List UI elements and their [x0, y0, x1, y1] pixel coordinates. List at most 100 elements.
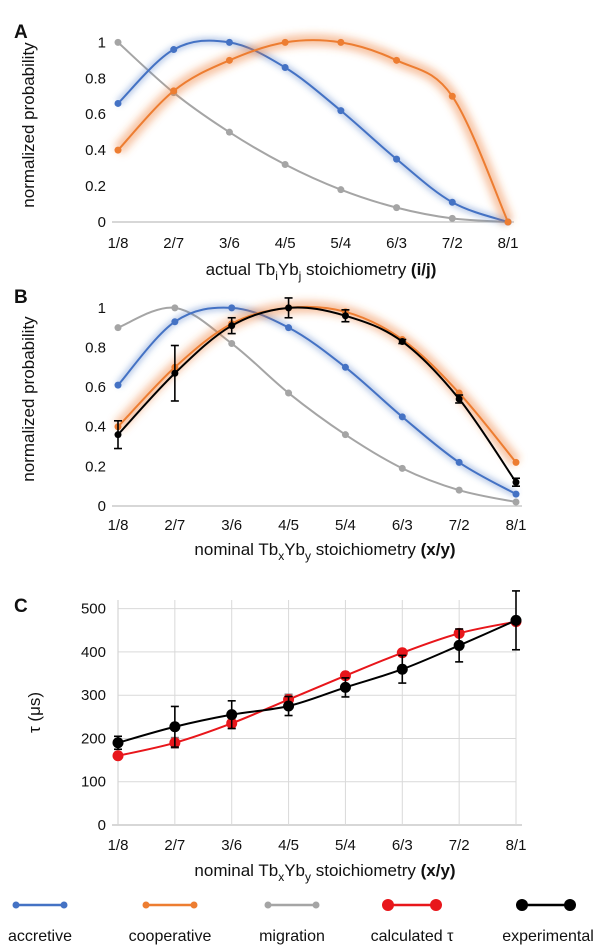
data-point — [512, 478, 520, 486]
series-line — [117, 306, 517, 504]
series-glow — [113, 300, 521, 467]
data-point — [171, 318, 179, 326]
x-tick-label: 4/5 — [275, 235, 296, 252]
x-axis-label-part: stoichiometry — [311, 861, 421, 880]
data-point — [448, 198, 456, 206]
legend-marker — [382, 899, 394, 911]
series-migration — [114, 304, 520, 506]
data-point — [510, 614, 522, 626]
legend-marker — [430, 899, 442, 911]
y-axis-label: τ (μs) — [25, 692, 44, 733]
series-accretive — [114, 37, 512, 226]
x-axis-label-part: nominal Tb — [194, 540, 278, 559]
series-cooperative — [113, 34, 514, 226]
x-tick-label: 8/1 — [506, 517, 527, 534]
y-tick-label: 0.4 — [85, 142, 106, 159]
series-glow — [115, 37, 510, 226]
x-tick-label: 7/2 — [449, 837, 470, 854]
data-point — [337, 107, 345, 115]
y-tick-label: 0.2 — [85, 458, 106, 475]
series-line — [117, 39, 509, 223]
y-tick-label: 1 — [98, 34, 106, 51]
y-tick-label: 400 — [81, 644, 106, 661]
series-line — [117, 306, 517, 483]
y-tick-label: 0.6 — [85, 106, 106, 123]
x-axis-label-part: nominal Tb — [194, 861, 278, 880]
data-point — [337, 186, 345, 194]
x-axis-label-part: stoichiometry — [301, 260, 411, 279]
data-point — [393, 155, 401, 163]
data-point — [226, 709, 238, 721]
x-axis-label-part: Yb — [284, 861, 305, 880]
y-tick-label: 0.2 — [85, 178, 106, 195]
x-axis-label-part: i — [275, 269, 278, 283]
legend-marker — [12, 901, 20, 909]
legend-label: accretive — [8, 928, 72, 945]
data-point — [170, 46, 178, 54]
data-point — [170, 87, 178, 95]
y-tick-label: 0 — [98, 214, 106, 231]
x-tick-label: 3/6 — [219, 235, 240, 252]
data-point — [337, 38, 345, 46]
panel-a-chart: A 0 0.2 0.4 0.6 0.8 1 1/8 2/7 3/6 4/5 5/4 6/3 7/2 8/1 n… — [14, 22, 518, 283]
data-point — [448, 214, 456, 222]
legend-marker — [142, 901, 150, 909]
series-experimental — [114, 297, 520, 487]
legend-marker — [312, 901, 320, 909]
data-point — [112, 750, 124, 762]
blue-line-marker-icon — [12, 901, 68, 909]
data-point — [285, 304, 293, 312]
x-axis-label-part: x — [278, 870, 284, 884]
x-axis-label-part: y — [305, 549, 311, 563]
legend-label: experimental — [502, 928, 594, 945]
legend-label: cooperative — [129, 928, 212, 945]
y-tick-label: 300 — [81, 687, 106, 704]
x-axis-label-part: (x/y) — [421, 540, 456, 559]
x-tick-label: 3/6 — [221, 517, 242, 534]
red-line-marker-icon — [382, 899, 442, 911]
x-axis-label-part: stoichiometry — [311, 540, 421, 559]
data-point — [453, 639, 465, 651]
series-accretive — [114, 304, 520, 498]
data-point — [225, 128, 233, 136]
x-tick-label: 6/3 — [386, 235, 407, 252]
y-axis-label: normalized probability — [19, 316, 38, 482]
x-axis-label-part: x — [278, 549, 284, 563]
x-tick-label: 7/2 — [442, 235, 463, 252]
x-tick-label: 5/4 — [335, 837, 356, 854]
y-tick-label: 0.4 — [85, 419, 106, 436]
x-tick-label: 6/3 — [392, 837, 413, 854]
x-tick-label: 1/8 — [108, 837, 129, 854]
data-point — [169, 721, 181, 733]
data-point — [114, 38, 122, 46]
legend-item-accretive: accretive — [8, 901, 72, 945]
legend-marker — [190, 901, 198, 909]
x-axis-label-part: y — [305, 870, 311, 884]
data-point — [512, 490, 520, 498]
x-tick-label: 2/7 — [164, 517, 185, 534]
data-point — [455, 458, 463, 466]
data-point — [114, 99, 122, 107]
data-point — [341, 312, 349, 320]
series-line — [117, 39, 509, 223]
y-tick-label: 200 — [81, 730, 106, 747]
y-tick-label: 0 — [98, 498, 106, 515]
series-experimental — [112, 590, 522, 751]
data-point — [393, 204, 401, 212]
data-point — [448, 92, 456, 100]
y-tick-label: 0.6 — [85, 379, 106, 396]
data-point — [339, 681, 351, 693]
data-point — [455, 486, 463, 494]
data-point — [225, 38, 233, 46]
data-point — [455, 395, 463, 403]
data-point — [228, 304, 236, 312]
series-calculated — [112, 616, 522, 762]
series-line — [117, 41, 509, 223]
x-tick-label: 2/7 — [164, 837, 185, 854]
y-tick-label: 0 — [98, 817, 106, 834]
x-tick-label: 3/6 — [221, 837, 242, 854]
data-point — [398, 464, 406, 472]
legend-marker — [564, 899, 576, 911]
data-point — [228, 322, 236, 330]
